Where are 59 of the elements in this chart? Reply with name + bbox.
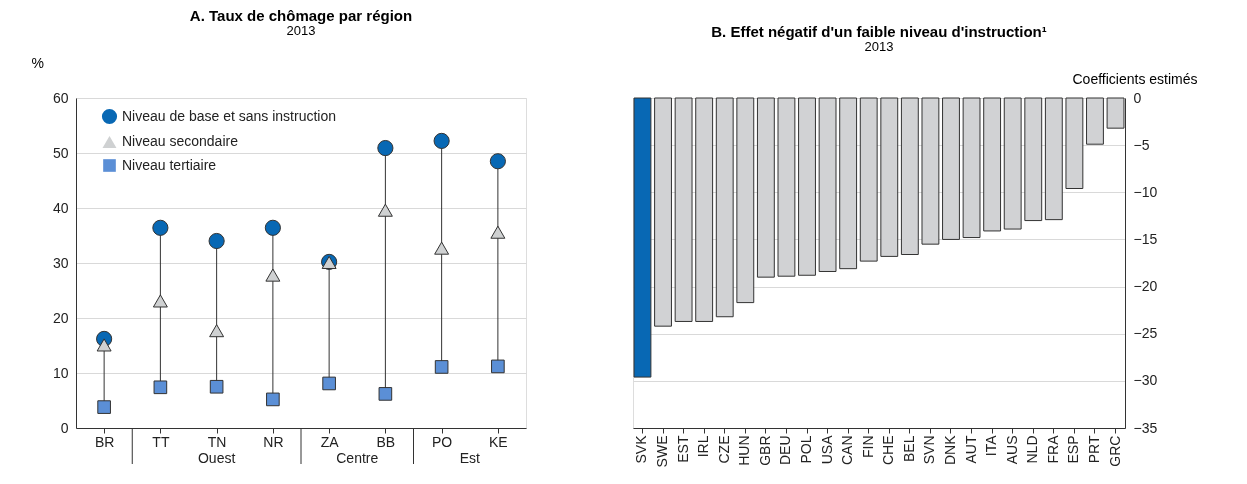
x-tick-label: EST bbox=[674, 435, 691, 463]
x-tick-label: PO bbox=[432, 433, 453, 450]
x-tick-label: NLD bbox=[1024, 435, 1041, 464]
x-tick-label: ITA bbox=[983, 434, 1000, 457]
y-tick-label: 0 bbox=[60, 419, 69, 436]
x-tick-label: HUN bbox=[736, 435, 753, 466]
x-tick-label: NR bbox=[263, 433, 284, 450]
y-tick-label: 50 bbox=[52, 144, 69, 161]
x-tick-label: CHE bbox=[880, 435, 897, 466]
legend-label: Niveau de base et sans instruction bbox=[122, 107, 337, 124]
y-tick-label: −30 bbox=[1133, 372, 1158, 389]
x-tick-label: DEU bbox=[777, 435, 794, 466]
x-tick-label: DNK bbox=[941, 434, 958, 466]
x-tick-label: AUT bbox=[962, 435, 979, 464]
text: Ouest bbox=[197, 450, 236, 466]
x-tick-label: GRC bbox=[1106, 435, 1123, 467]
y-tick-label: 40 bbox=[52, 199, 69, 216]
y-axis-title: Coefficients estimés bbox=[1072, 70, 1198, 87]
y-tick-label: −15 bbox=[1133, 230, 1158, 247]
y-axis-title: % bbox=[31, 54, 44, 71]
x-tick-label: FRA bbox=[1044, 434, 1061, 464]
x-tick-label: TN bbox=[207, 433, 227, 450]
x-tick-label: IRL bbox=[695, 435, 712, 458]
x-tick-label: CAN bbox=[839, 435, 856, 466]
y-tick-label: 20 bbox=[52, 309, 69, 326]
x-tick-label: BR bbox=[94, 433, 115, 450]
x-tick-label: ESP bbox=[1065, 435, 1082, 464]
y-tick-label: 10 bbox=[52, 364, 69, 381]
x-tick-label: BEL bbox=[900, 435, 917, 462]
y-tick-label: 30 bbox=[52, 254, 69, 271]
x-tick-label: PRT bbox=[1085, 435, 1102, 464]
chart-subtitle: 2013 bbox=[864, 39, 894, 54]
x-tick-label: USA bbox=[818, 434, 835, 465]
y-tick-label: 0 bbox=[1133, 89, 1142, 106]
x-tick-label: FIN bbox=[859, 435, 876, 459]
y-tick-label: −5 bbox=[1133, 136, 1150, 153]
chart-title: A. Taux de chômage par région bbox=[189, 7, 413, 24]
x-tick-label: SVK bbox=[633, 434, 650, 464]
text: Centre bbox=[336, 450, 379, 466]
x-tick-label: AUS bbox=[1003, 435, 1020, 465]
y-tick-label: −25 bbox=[1133, 325, 1158, 342]
x-tick-label: POL bbox=[798, 435, 815, 464]
x-tick-label: SVN bbox=[921, 435, 938, 465]
y-tick-label: −20 bbox=[1133, 278, 1158, 295]
x-tick-label: TT bbox=[152, 433, 170, 450]
x-tick-label: SWE bbox=[654, 435, 671, 468]
x-tick-label: GBR bbox=[756, 435, 773, 466]
legend-label: Niveau secondaire bbox=[122, 133, 239, 149]
x-tick-label: BB bbox=[376, 433, 396, 450]
y-tick-label: −10 bbox=[1133, 183, 1158, 200]
text: Est bbox=[459, 450, 480, 466]
y-tick-label: −35 bbox=[1133, 419, 1158, 436]
chart-subtitle: 2013 bbox=[286, 23, 316, 38]
y-tick-label: 60 bbox=[52, 89, 69, 106]
x-tick-label: CZE bbox=[715, 435, 732, 464]
chart-title: B. Effet négatif d'un faible niveau d'instruction¹ bbox=[711, 23, 1047, 40]
legend-label: Niveau tertiaire bbox=[122, 156, 217, 173]
x-tick-label: KE bbox=[489, 433, 508, 450]
x-tick-label: ZA bbox=[320, 433, 340, 450]
